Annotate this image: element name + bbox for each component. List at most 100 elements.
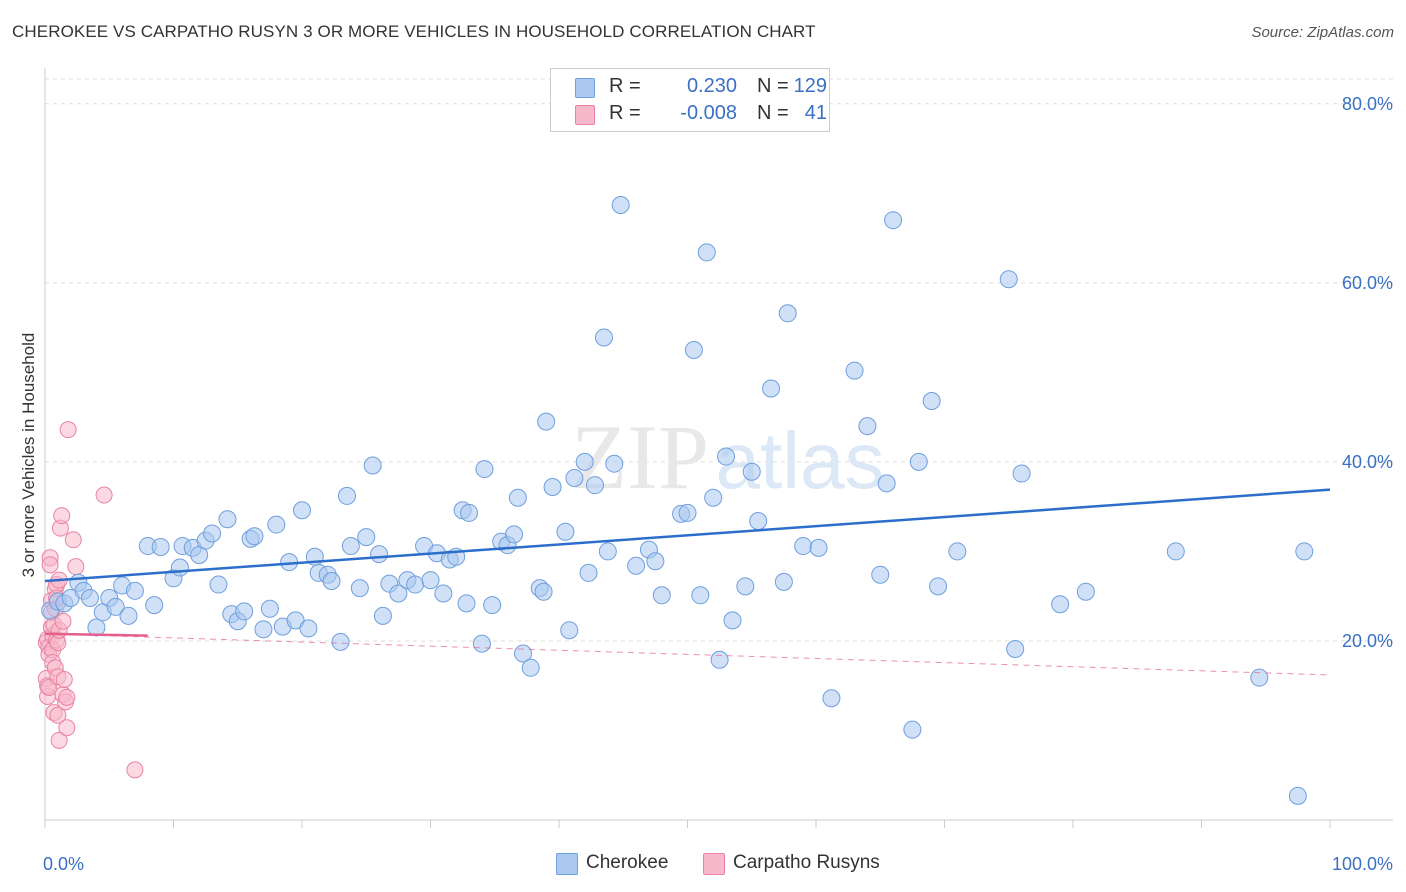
- x-tick-labels: 0.0% 100.0%: [43, 854, 1393, 874]
- chart-title: CHEROKEE VS CARPATHO RUSYN 3 OR MORE VEH…: [12, 22, 816, 41]
- cherokee-point: [929, 577, 948, 596]
- rusyn-point: [58, 719, 76, 737]
- cherokee-point: [203, 524, 222, 543]
- cherokee-point: [845, 361, 864, 380]
- cherokee-point: [736, 577, 755, 596]
- legend-r-label: R =: [609, 75, 641, 97]
- cherokee-point: [579, 563, 598, 582]
- cherokee-point: [678, 503, 697, 522]
- cherokee-point: [337, 486, 356, 505]
- rusyn-point: [53, 507, 71, 525]
- cherokee-point: [560, 621, 579, 640]
- cherokee-point: [106, 597, 125, 616]
- cherokee-point: [521, 658, 540, 677]
- cherokee-point: [717, 447, 736, 466]
- cherokee-point: [742, 462, 761, 481]
- cherokee-trend-line: [44, 488, 1331, 583]
- cherokee-point: [80, 588, 99, 607]
- x-tick-label-min: 0.0%: [43, 854, 84, 874]
- cherokee-point: [1012, 464, 1031, 483]
- legend-n-label: N =: [757, 75, 789, 97]
- cherokee-point: [151, 537, 170, 556]
- series-label-rusyn: Carpatho Rusyns: [733, 852, 880, 873]
- cherokee-point: [421, 571, 440, 590]
- cherokee-point: [483, 596, 502, 615]
- cherokee-point: [794, 537, 813, 556]
- cherokee-point: [218, 510, 237, 529]
- cherokee-point: [293, 501, 311, 520]
- cherokee-point: [684, 341, 703, 359]
- rusyn-trend-line-extended: [44, 633, 1331, 676]
- cherokee-point: [605, 454, 624, 473]
- correlation-legend: R = 0.230 N = 129 R = -0.008 N = 41: [550, 68, 830, 132]
- legend-r-label: R =: [609, 102, 641, 124]
- rusyn-swatch: [703, 853, 725, 875]
- cherokee-point: [691, 586, 710, 605]
- cherokee-point: [1288, 786, 1307, 805]
- cherokee-point: [406, 575, 425, 594]
- cherokee-point: [87, 618, 106, 637]
- series-label-cherokee: Cherokee: [586, 852, 669, 873]
- cherokee-point: [1076, 582, 1095, 601]
- cherokee-point: [611, 195, 630, 214]
- rusyn-point: [64, 531, 82, 549]
- x-tick-label-max: 100.0%: [1332, 854, 1393, 874]
- cherokee-points: [41, 195, 1314, 805]
- cherokee-point: [370, 545, 389, 564]
- cherokee-point: [389, 584, 408, 603]
- cherokee-point: [948, 542, 967, 561]
- legend-n-value: 41: [804, 102, 827, 124]
- cherokee-point: [341, 537, 360, 556]
- y-tick-label: 60.0%: [1342, 273, 1393, 293]
- cherokee-point: [598, 542, 617, 561]
- cherokee-point: [903, 720, 922, 739]
- cherokee-point: [999, 270, 1018, 289]
- cherokee-point: [235, 602, 254, 621]
- cherokee-point: [565, 469, 584, 488]
- cherokee-point: [723, 611, 742, 630]
- cherokee-point: [704, 488, 723, 507]
- cherokee-point: [778, 304, 797, 323]
- rusyn-point: [55, 670, 73, 688]
- rusyn-trend-line: [44, 632, 148, 637]
- cherokee-point: [594, 328, 613, 347]
- cherokee-point: [1250, 668, 1269, 687]
- cherokee-point: [762, 379, 781, 398]
- cherokee-point: [1051, 595, 1070, 614]
- cherokee-point: [710, 650, 729, 669]
- cherokee-point: [475, 460, 494, 479]
- rusyn-point: [95, 486, 113, 504]
- watermark-atlas: atlas: [716, 416, 885, 505]
- cherokee-point: [652, 586, 671, 605]
- cherokee-point: [373, 606, 392, 625]
- cherokee-swatch: [575, 78, 595, 98]
- source-credit: Source: ZipAtlas.com: [1251, 24, 1394, 41]
- cherokee-point: [585, 476, 604, 495]
- cherokee-point: [884, 211, 903, 230]
- rusyn-swatch: [575, 105, 595, 125]
- cherokee-point: [749, 511, 768, 530]
- y-tick-label: 40.0%: [1342, 452, 1393, 472]
- legend-n-label: N =: [757, 102, 789, 124]
- y-tick-labels: 20.0% 40.0% 60.0% 80.0%: [1342, 94, 1393, 651]
- rusyn-point: [67, 558, 85, 576]
- cherokee-point: [505, 525, 524, 544]
- legend-r-value: -0.008: [680, 102, 737, 124]
- cherokee-point: [508, 488, 527, 507]
- cherokee-point: [556, 522, 575, 541]
- cherokee-point: [299, 619, 318, 638]
- cherokee-point: [350, 579, 369, 598]
- cherokee-point: [209, 575, 228, 594]
- legend-r-value: 0.230: [686, 75, 737, 97]
- cherokee-point: [286, 611, 305, 630]
- trend-lines: [44, 488, 1331, 676]
- cherokee-point: [646, 552, 665, 571]
- rusyn-point: [58, 688, 76, 706]
- cherokee-point: [125, 581, 144, 600]
- cherokee-point: [871, 565, 890, 584]
- cherokee-point: [357, 528, 376, 547]
- rusyn-point: [126, 761, 144, 779]
- cherokee-swatch: [556, 853, 578, 875]
- y-tick-label: 80.0%: [1342, 94, 1393, 114]
